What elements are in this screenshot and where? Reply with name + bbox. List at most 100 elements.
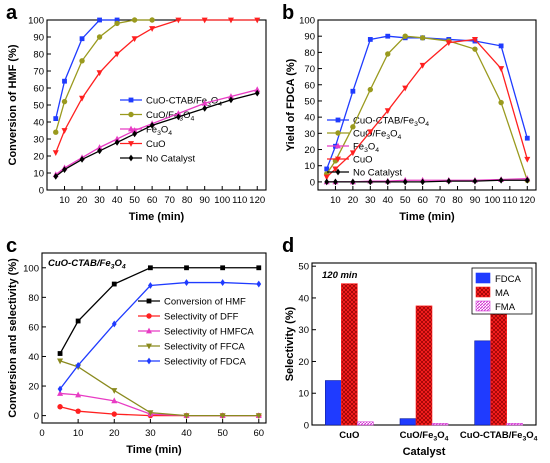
data-point: [402, 178, 408, 186]
legend-label: FDCA: [495, 274, 522, 285]
legend-marker: [146, 357, 152, 365]
legend-entry: Fe3O4: [327, 142, 379, 154]
legend-label: CuO: [146, 139, 166, 150]
data-point: [498, 99, 504, 106]
legend-marker: [146, 298, 152, 304]
bar-ma: [415, 305, 433, 426]
x-tick-label: 40: [181, 428, 192, 439]
data-point: [419, 62, 426, 69]
y-tick-label: 60: [304, 80, 315, 91]
x-tick-label: 50: [129, 195, 140, 206]
data-point: [367, 86, 374, 93]
data-point: [52, 150, 59, 156]
legend-entry: CuO-CTAB/Fe3O4: [120, 96, 222, 108]
panel-label: a: [6, 2, 18, 24]
data-point: [498, 66, 505, 72]
data-point: [367, 129, 374, 136]
y-tick-label: 20: [304, 145, 315, 156]
data-point: [183, 413, 190, 420]
panel-annotation: CuO-CTAB/Fe3O4: [48, 258, 126, 271]
data-point: [62, 166, 67, 173]
y-tick-label: 80: [304, 48, 315, 59]
data-point: [367, 178, 373, 186]
data-point: [57, 390, 64, 396]
legend-label: Fe3O4: [146, 125, 172, 138]
data-point: [446, 177, 452, 185]
y-tick-label: 80: [33, 50, 44, 61]
bar-ma: [490, 305, 507, 426]
x-tick-label: 40: [112, 195, 123, 206]
data-point: [402, 85, 409, 92]
x-tick-label: 60: [417, 195, 428, 206]
x-tick-label: 110: [502, 195, 517, 206]
data-point: [350, 124, 356, 130]
y-tick-label: 40: [33, 118, 44, 129]
data-point: [254, 89, 260, 97]
data-point: [385, 51, 391, 57]
legend-marker: [335, 130, 341, 136]
data-point: [131, 36, 138, 43]
panel-a: a 0 10 20 30 40 50 60 70 80 90 100 Conversion of HMF…: [6, 2, 267, 223]
y-tick-label: 20: [33, 152, 44, 163]
data-point: [114, 20, 120, 27]
bar-fdca: [325, 380, 342, 426]
panel-label: c: [6, 235, 17, 257]
legend-label: FMA: [495, 302, 516, 313]
legend-entry: Conversion of HMF: [138, 297, 246, 308]
panel-label: d: [282, 235, 294, 257]
legend-label: Selectivity of DFF: [164, 312, 239, 323]
y-axis-label: Conversion of HMF (%): [7, 44, 19, 165]
bar-fma: [431, 423, 449, 426]
y-tick-label: 50: [33, 101, 44, 112]
x-tick-label: 40: [382, 195, 393, 206]
data-point: [96, 34, 103, 40]
data-point: [227, 17, 234, 24]
legend-marker: [335, 168, 341, 176]
data-point: [149, 122, 155, 129]
y-tick-label: 90: [33, 33, 44, 44]
x-tick-label: 110: [232, 195, 247, 206]
data-point: [61, 128, 68, 134]
data-point: [62, 78, 67, 84]
data-point: [75, 391, 82, 398]
legend-swatch: [475, 300, 491, 312]
data-point: [53, 116, 59, 121]
series-line: [59, 360, 259, 417]
data-point: [219, 413, 226, 420]
legend: FDCA MA FMA: [471, 267, 533, 315]
y-tick-label: 80: [28, 293, 39, 304]
x-tick-label: 20: [77, 195, 88, 206]
legend-label: CuO: [353, 155, 373, 166]
y-tick-label: 10: [304, 161, 315, 172]
series-0: [57, 265, 262, 356]
legend-entry: Fe3O4: [120, 125, 172, 138]
data-point: [184, 279, 189, 286]
y-tick-label: 30: [298, 325, 309, 336]
data-point: [324, 178, 330, 186]
legend-marker: [146, 343, 152, 350]
data-point: [149, 26, 156, 32]
data-point: [332, 166, 339, 173]
legend-marker: [146, 327, 152, 334]
data-point: [111, 397, 118, 404]
data-point: [254, 86, 261, 93]
data-point: [445, 40, 452, 47]
data-point: [367, 37, 373, 42]
legend-label: MA: [495, 288, 510, 299]
data-point: [176, 113, 181, 121]
y-tick-label: 30: [33, 135, 44, 146]
y-tick-label: 40: [304, 113, 315, 124]
x-tick-label: 120: [519, 195, 535, 206]
panel-annotation: 120 min: [322, 270, 358, 281]
legend-entry: Selectivity of FDCA: [138, 357, 246, 368]
data-point: [220, 265, 226, 271]
data-point: [472, 177, 478, 185]
data-point: [79, 36, 85, 42]
legend-entry: Selectivity of FFCA: [138, 342, 245, 353]
data-point: [111, 320, 117, 328]
x-tick-label: 70: [164, 195, 175, 206]
legend-marker: [335, 117, 341, 123]
x-tick-label: CuO-CTAB/Fe3O4: [460, 430, 538, 443]
x-tick-label: 70: [435, 195, 446, 206]
x-tick-label: 60: [147, 195, 158, 206]
